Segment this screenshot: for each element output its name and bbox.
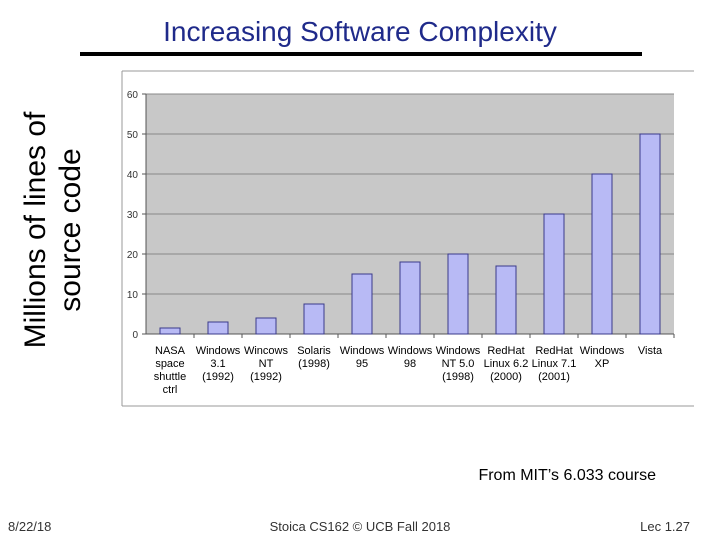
x-tick-label-line: Linux 7.1 (532, 358, 577, 370)
x-tick-label: Windows 98 (388, 345, 433, 370)
y-tick-label: 20 (127, 250, 139, 261)
y-tick-label: 40 (127, 170, 139, 181)
x-tick-label-line: Windows (340, 345, 385, 357)
x-tick-label-line: space (155, 358, 184, 370)
x-tick-label-line: (1992) (202, 371, 234, 383)
x-tick-label-line: (1992) (250, 371, 282, 383)
x-tick-label-line: Solaris (297, 345, 331, 357)
x-tick-label-line: 3.1 (210, 358, 225, 370)
x-tick-label-line: XP (595, 358, 610, 370)
x-tick-label-line: NT 5.0 (442, 358, 475, 370)
source-note: From MIT’s 6.033 course (478, 467, 656, 485)
x-tick-label: Vista (638, 345, 663, 357)
x-tick-label-line: NASA (155, 345, 186, 357)
y-tick-label: 30 (127, 210, 139, 221)
x-tick-label-line: RedHat (487, 345, 524, 357)
x-tick-label: Windows 95 (340, 345, 385, 370)
x-tick-label: Wincows NT (1992) (244, 345, 289, 383)
x-tick-label-line: NT (259, 358, 274, 370)
bar-1 (208, 322, 228, 334)
x-tick-label-line: Windows (436, 345, 481, 357)
bar-6 (448, 254, 468, 334)
x-tick-label-line: Windows (196, 345, 241, 357)
x-tick-label-line: (1998) (442, 371, 474, 383)
bar-5 (400, 262, 420, 334)
y-tick-label: 0 (132, 330, 138, 341)
x-tick-label: Windows 3.1 (1992) (196, 345, 241, 383)
x-tick-label: Windows XP (580, 345, 625, 370)
y-tick-label: 10 (127, 290, 139, 301)
x-tick-label: Windows NT 5.0 (1998) (436, 345, 481, 383)
bar-3 (304, 304, 324, 334)
bar-8 (544, 214, 564, 334)
x-tick-label-line: (2001) (538, 371, 570, 383)
footer-page-number: Lec 1.27 (640, 519, 690, 534)
y-tick-label: 50 (127, 130, 139, 141)
x-tick-label-line: RedHat (535, 345, 572, 357)
x-tick-label-line: Windows (580, 345, 625, 357)
y-tick-label: 60 (127, 90, 139, 101)
x-tick-label-line: 95 (356, 358, 368, 370)
x-tick-label-line: ctrl (163, 384, 178, 396)
x-tick-label: Solaris (1998) (297, 345, 331, 370)
x-tick-label-line: (2000) (490, 371, 522, 383)
bar-2 (256, 318, 276, 334)
x-tick-label-line: shuttle (154, 371, 186, 383)
x-tick-label: RedHat Linux 6.2 (2000) (484, 345, 529, 383)
bar-10 (640, 134, 660, 334)
x-tick-label-line: Vista (638, 345, 663, 357)
x-tick-label-line: Wincows (244, 345, 289, 357)
bar-9 (592, 174, 612, 334)
x-tick-label-line: Windows (388, 345, 433, 357)
bar-0 (160, 328, 180, 334)
x-tick-label-line: Linux 6.2 (484, 358, 529, 370)
bar-chart: 0 10 20 30 40 50 60 NASA space shuttle ctrl Window… (0, 0, 720, 540)
bar-4 (352, 274, 372, 334)
footer-course: Stoica CS162 © UCB Fall 2018 (0, 519, 720, 534)
x-tick-label: RedHat Linux 7.1 (2001) (532, 345, 577, 383)
x-tick-label-line: (1998) (298, 358, 330, 370)
bar-7 (496, 266, 516, 334)
x-tick-label: NASA space shuttle ctrl (154, 345, 186, 396)
x-tick-label-line: 98 (404, 358, 416, 370)
